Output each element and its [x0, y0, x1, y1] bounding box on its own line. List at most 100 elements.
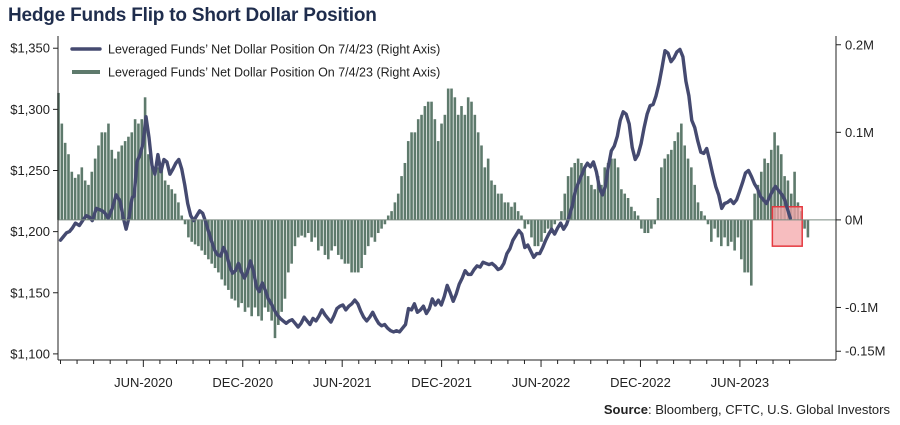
bar	[293, 219, 297, 247]
bar	[436, 141, 440, 220]
left-tick-label: $1,350	[10, 41, 50, 56]
bar	[666, 154, 670, 220]
bar	[170, 189, 174, 220]
bar	[656, 198, 660, 220]
bar	[600, 184, 603, 220]
bar	[426, 101, 430, 220]
bar	[320, 219, 323, 247]
bar	[540, 219, 543, 242]
bar	[433, 119, 437, 220]
bar	[410, 132, 413, 220]
legend: Leveraged Funds’ Net Dollar Position On …	[70, 43, 440, 80]
bar	[67, 154, 70, 220]
bar	[563, 193, 567, 220]
bar	[466, 97, 470, 220]
bar	[546, 219, 550, 229]
bar	[366, 219, 370, 247]
bar	[110, 149, 114, 220]
bar	[456, 114, 460, 220]
bar	[650, 219, 653, 229]
bar	[630, 206, 633, 220]
bar	[703, 215, 706, 220]
bar	[749, 219, 753, 286]
bar	[360, 219, 363, 269]
bar	[157, 167, 160, 220]
bar	[470, 101, 473, 220]
right-tick-label: 0.2M	[845, 37, 874, 52]
bar	[613, 158, 617, 220]
bar	[416, 119, 420, 220]
bar	[693, 184, 696, 220]
bar	[756, 184, 760, 220]
bar	[480, 145, 483, 220]
bar	[406, 141, 410, 220]
bar	[779, 154, 783, 220]
left-tick-label: $1,250	[10, 163, 50, 178]
bar	[413, 132, 417, 220]
bar	[510, 206, 513, 220]
bar	[803, 219, 806, 229]
bar	[130, 132, 134, 220]
bar	[147, 154, 150, 220]
bar	[73, 177, 77, 220]
bar	[167, 184, 170, 220]
bar	[386, 215, 390, 220]
bar	[83, 180, 87, 220]
bar	[63, 142, 67, 220]
bar	[376, 219, 380, 234]
bar	[453, 97, 457, 220]
bar	[380, 219, 383, 229]
bar	[280, 219, 283, 312]
bar	[593, 189, 597, 220]
bar	[606, 162, 610, 220]
bar	[150, 162, 154, 220]
left-tick-label: $1,100	[10, 346, 50, 361]
bar	[766, 162, 770, 220]
bar	[77, 174, 80, 220]
bar	[370, 219, 373, 238]
bar	[193, 219, 197, 245]
bar	[183, 219, 187, 225]
bar	[493, 184, 497, 220]
bar	[326, 219, 330, 260]
bar	[523, 219, 527, 229]
bar	[690, 167, 693, 220]
bar	[603, 167, 607, 220]
bar	[696, 202, 700, 220]
bar	[623, 193, 627, 220]
bar	[476, 132, 480, 220]
bar	[70, 171, 74, 220]
right-tick-label: 0.1M	[845, 125, 874, 140]
bar	[123, 141, 127, 220]
bar	[490, 180, 493, 220]
bar	[343, 219, 347, 264]
bar	[383, 219, 387, 225]
bar	[660, 167, 663, 220]
bar	[313, 219, 317, 238]
bar	[616, 167, 620, 220]
bar	[713, 219, 716, 229]
bar	[553, 219, 557, 225]
bar	[596, 176, 600, 220]
bar	[127, 136, 130, 220]
bar	[746, 219, 750, 273]
bar	[726, 219, 730, 247]
bar	[483, 167, 487, 220]
bar	[773, 132, 776, 220]
line-series	[58, 47, 792, 334]
bar	[503, 202, 507, 220]
bar	[700, 211, 703, 220]
bar	[440, 123, 443, 220]
bar	[710, 219, 713, 242]
bar	[683, 145, 686, 220]
bar	[113, 158, 117, 220]
x-tick-label: JUN-2021	[313, 375, 372, 390]
bar	[353, 219, 357, 273]
bar	[520, 215, 523, 220]
bar	[203, 219, 207, 255]
bar	[550, 219, 553, 229]
bar	[430, 101, 433, 220]
bar	[137, 123, 140, 220]
bar	[463, 114, 467, 220]
bar	[260, 219, 263, 321]
